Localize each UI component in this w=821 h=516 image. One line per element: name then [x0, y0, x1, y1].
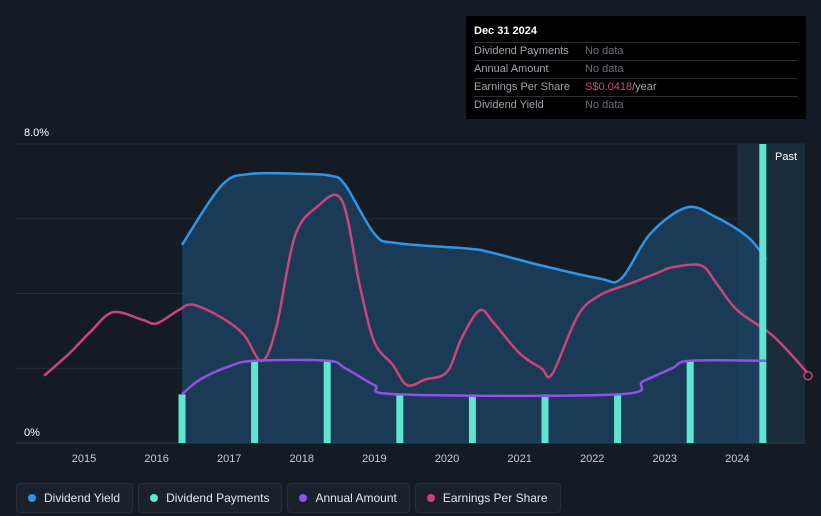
y-tick-label: 0% [24, 427, 40, 439]
dividend-payment-bar [178, 394, 186, 443]
legend-dot-icon [28, 494, 36, 502]
x-tick-label: 2019 [362, 453, 386, 465]
x-tick-label: 2020 [435, 453, 459, 465]
legend-label: Dividend Payments [166, 491, 270, 505]
dividend-payment-bar [251, 360, 259, 443]
tooltip-value: No data [585, 99, 624, 111]
tooltip-value: No data [585, 45, 624, 57]
x-tick-label: 2022 [580, 453, 604, 465]
legend: Dividend Yield Dividend Payments Annual … [16, 483, 561, 515]
legend-dot-icon [299, 494, 308, 502]
dividend-payments-layer [178, 144, 767, 443]
eps-layer [43, 193, 813, 387]
dividend-payment-bar [541, 394, 549, 443]
legend-item-eps[interactable]: Earnings Per Share [414, 483, 561, 513]
dividend-payment-bar [614, 394, 622, 443]
x-tick-label: 2016 [144, 453, 168, 465]
eps-unit: /year [632, 81, 657, 93]
tooltip-label: Dividend Payments [474, 45, 569, 57]
eps-value: S$0.0418 [585, 81, 633, 93]
legend-item-dividend-payments[interactable]: Dividend Payments [138, 483, 283, 513]
x-tick-label: 2024 [725, 453, 749, 465]
x-tick-label: 2017 [217, 453, 241, 465]
axis-ticks: 8.0% 0% 2015 2016 2017 2018 2019 2020 2021 2022 20… [24, 127, 750, 465]
tooltip-row-dividend-yield: Dividend Yield No data [474, 96, 798, 114]
tooltip-value: No data [585, 63, 624, 75]
eps-line [43, 193, 811, 387]
tooltip-row-dividend-payments: Dividend Payments No data [474, 42, 798, 60]
eps-endpoint-marker [803, 370, 813, 381]
tooltip-row-annual-amount: Annual Amount No data [474, 60, 798, 78]
legend-label: Annual Amount [315, 491, 397, 505]
tooltip-date: Dec 31 2024 [474, 25, 537, 37]
x-tick-label: 2023 [653, 453, 677, 465]
x-tick-label: 2015 [72, 453, 96, 465]
tooltip-value: S$0.0418/year [585, 79, 657, 96]
legend-item-annual-amount[interactable]: Annual Amount [287, 483, 410, 513]
legend-dot-icon [426, 494, 435, 502]
y-tick-label: 8.0% [24, 127, 49, 139]
tooltip-label: Dividend Yield [474, 99, 544, 111]
legend-label: Dividend Yield [44, 491, 121, 505]
tooltip-label: Annual Amount [474, 63, 549, 75]
x-tick-label: 2021 [507, 453, 531, 465]
legend-item-dividend-yield[interactable]: Dividend Yield [16, 483, 134, 513]
dividend-payment-bar [759, 144, 767, 443]
dividend-payment-bar [323, 360, 331, 443]
tooltip-label: Earnings Per Share [474, 81, 570, 93]
x-tick-label: 2018 [290, 453, 314, 465]
dividend-payment-bar [468, 394, 476, 443]
annual-amount-line [181, 358, 767, 398]
dividend-yield-line [180, 171, 768, 284]
dividend-payment-bar [396, 394, 404, 443]
legend-dot-icon [150, 494, 159, 502]
tooltip-row-eps: Earnings Per Share S$0.0418/year [474, 78, 798, 96]
past-label: Past [775, 151, 797, 163]
tooltip: Dec 31 2024 Dividend Payments No data An… [466, 16, 806, 119]
legend-label: Earnings Per Share [442, 491, 548, 505]
annual-amount-layer [181, 358, 767, 398]
dividend-payment-bar [686, 360, 694, 443]
